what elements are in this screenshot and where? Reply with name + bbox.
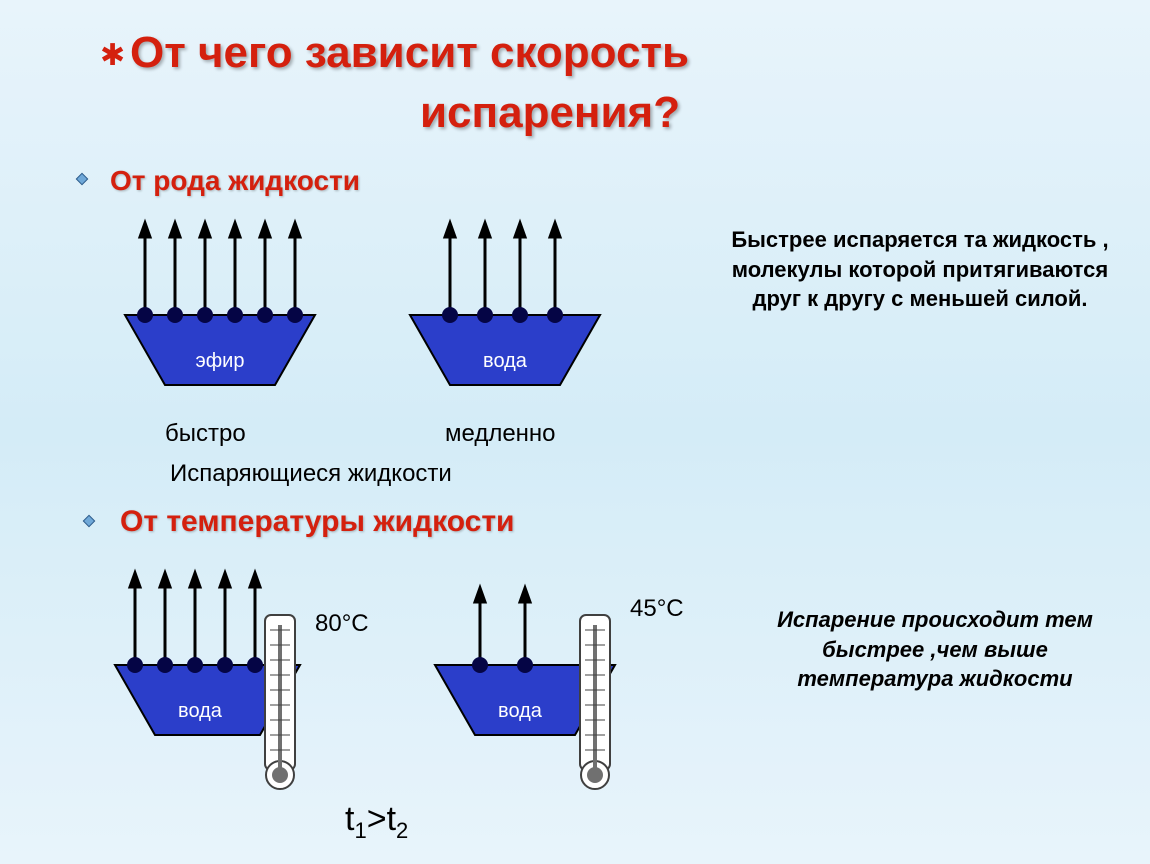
formula-t1-gt-t2: t1>t2	[345, 800, 408, 844]
vessel-ether-label: эфир	[180, 350, 260, 373]
caption-slow: медленно	[445, 420, 556, 448]
vessel-hot-water-label: вода	[160, 700, 240, 723]
temp-45c: 45°C	[630, 595, 684, 623]
vessel-water-top: вода	[395, 215, 615, 395]
vessel-water-top-label: вода	[465, 350, 545, 373]
temp-80c: 80°C	[315, 610, 369, 638]
bullet-diamond-icon-2	[82, 514, 96, 528]
formula-sub1: 1	[354, 818, 366, 843]
subtitle-temperature: От температуры жидкости	[120, 505, 514, 539]
description-liquid-type: Быстрее испаряется та жидкость , молекул…	[730, 225, 1110, 314]
vessel-hot-water: вода	[100, 560, 360, 795]
main-title-line1: От чего зависит скорость	[130, 28, 689, 78]
vessel-cool-water-label: вода	[480, 700, 560, 723]
main-title-line2: испарения?	[420, 88, 680, 138]
subtitle-liquid-type: От рода жидкости	[110, 165, 360, 197]
description-temperature: Испарение происходит тем быстрее ,чем вы…	[760, 605, 1110, 694]
caption-evaporating-liquids: Испаряющиеся жидкости	[170, 460, 452, 488]
caption-fast: быстро	[165, 420, 246, 448]
formula-t2: t	[387, 800, 396, 838]
bullet-diamond-icon	[75, 172, 89, 186]
title-star-icon: ✱	[100, 38, 125, 73]
vessel-ether: эфир	[110, 215, 330, 395]
formula-gt: >	[367, 800, 387, 838]
formula-sub2: 2	[396, 818, 408, 843]
